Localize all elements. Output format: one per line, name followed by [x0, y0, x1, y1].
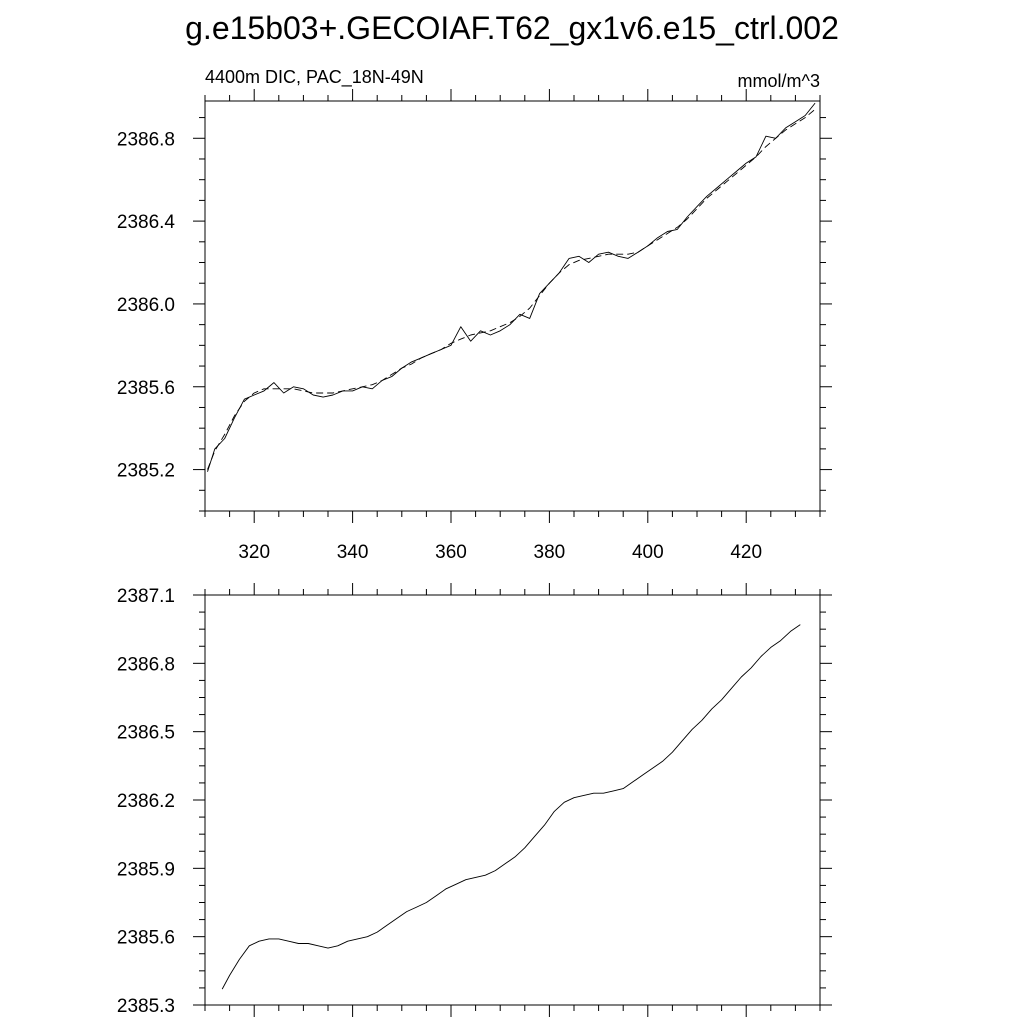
- upper-tick-labels: 320 340 360 380 400 420 2385.2 2385.6 2386.0 2386…: [117, 129, 762, 563]
- upper-x-tick-label: 360: [435, 542, 467, 563]
- lower-y-tick-label: 2385.9: [117, 859, 175, 880]
- upper-y-tick-label: 2386.0: [117, 295, 175, 316]
- upper-y-tick-label: 2385.2: [117, 461, 175, 482]
- figure-title: g.e15b03+.GECOIAF.T62_gx1v6.e15_ctrl.002: [185, 10, 839, 46]
- upper-lines: [207, 102, 816, 472]
- lower-tick-labels: 2385.3 2385.6 2385.9 2386.2 2386.5 2386.8 2387…: [117, 586, 175, 1017]
- lower-series-line-1: [221, 624, 801, 990]
- lower-y-tick-label: 2385.3: [117, 996, 175, 1017]
- lower-y-tick-label: 2386.5: [117, 723, 175, 744]
- lower-ticks: [193, 583, 832, 1017]
- upper-y-tick-label: 2385.6: [117, 378, 175, 399]
- upper-series-line-2: [207, 108, 816, 470]
- upper-plot-frame: [204, 100, 821, 512]
- lower-panel: 2385.3 2385.6 2385.9 2386.2 2386.5 2386.8 2387…: [117, 583, 832, 1017]
- upper-series-line-1: [207, 102, 816, 472]
- upper-x-tick-label: 420: [730, 542, 762, 563]
- lower-lines: [221, 624, 801, 990]
- upper-panel: 4400m DIC, PAC_18N-49N mmol/m^3 320 340 36…: [117, 67, 832, 563]
- upper-x-tick-label: 340: [337, 542, 369, 563]
- lower-y-tick-label: 2386.2: [117, 791, 175, 812]
- upper-y-tick-label: 2386.4: [117, 212, 176, 233]
- upper-y-tick-label: 2386.8: [117, 129, 175, 150]
- lower-y-tick-label: 2387.1: [117, 586, 175, 607]
- upper-panel-left-label: 4400m DIC, PAC_18N-49N: [205, 67, 424, 88]
- upper-ticks: [193, 89, 832, 523]
- upper-x-tick-label: 400: [632, 542, 664, 563]
- upper-x-tick-label: 320: [238, 542, 270, 563]
- upper-x-tick-label: 380: [534, 542, 566, 563]
- lower-y-tick-label: 2386.8: [117, 654, 175, 675]
- upper-panel-right-label: mmol/m^3: [738, 71, 820, 91]
- lower-y-tick-label: 2385.6: [117, 928, 175, 949]
